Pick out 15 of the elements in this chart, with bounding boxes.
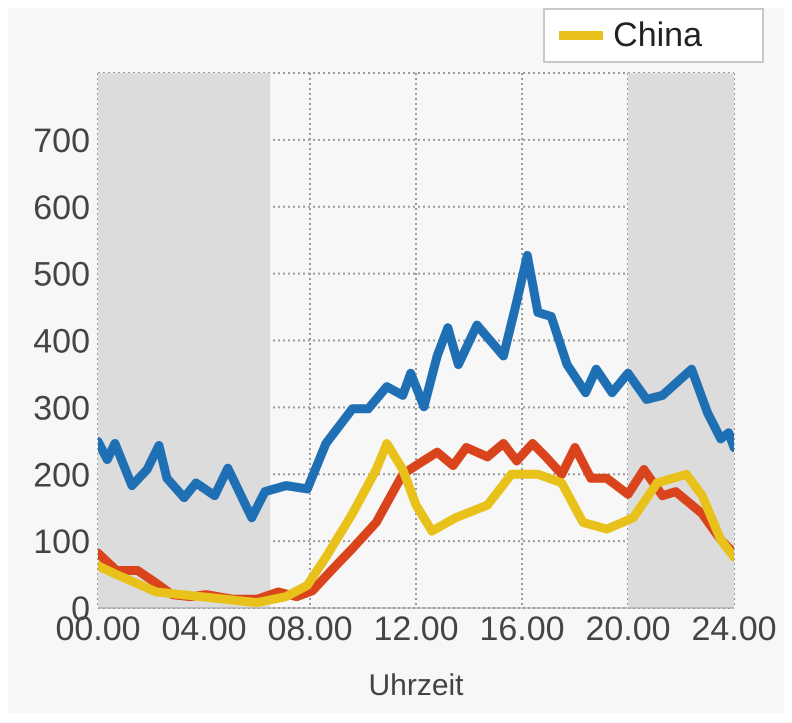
y-tick-label: 200: [33, 456, 90, 494]
x-tick-label: 04.00: [161, 610, 247, 648]
y-tick-label: 400: [33, 322, 90, 361]
x-tick-label: 08.00: [267, 610, 353, 648]
y-tick-label: 300: [33, 389, 90, 428]
y-tick-label: 700: [33, 122, 90, 160]
y-tick-label: 500: [33, 256, 90, 294]
x-tick-label: 20.00: [585, 610, 671, 648]
x-tick-label: 12.00: [373, 610, 459, 648]
x-tick-label: 24.00: [691, 610, 777, 648]
x-tick-label: 16.00: [479, 610, 565, 648]
y-tick-label: 600: [33, 188, 90, 227]
legend-label: China: [613, 16, 702, 55]
y-tick-label: 100: [33, 523, 90, 562]
x-axis-title: Uhrzeit: [368, 669, 464, 702]
